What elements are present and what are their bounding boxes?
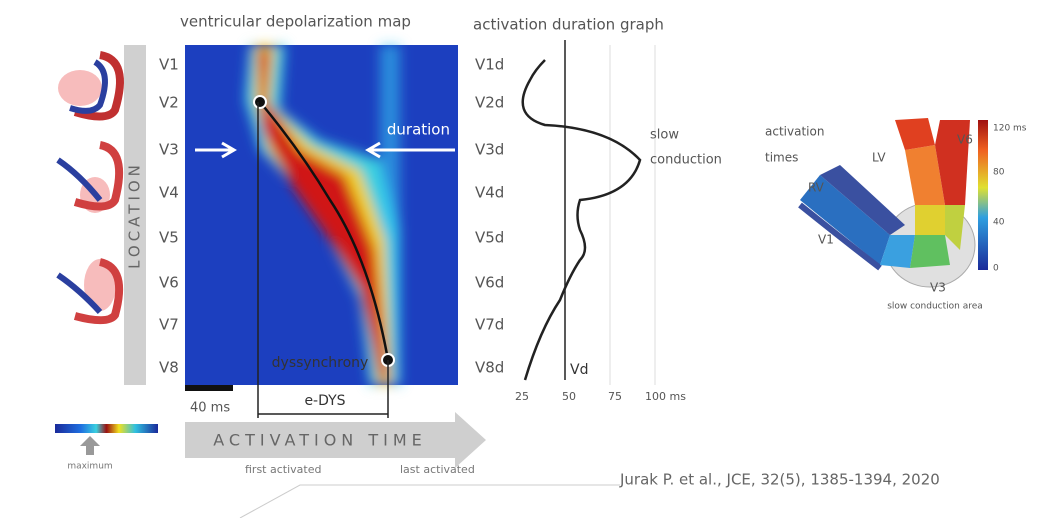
duration-curve (523, 60, 640, 380)
graph-grid (610, 45, 655, 385)
heatmap-title: ventricular depolarization map (180, 13, 411, 31)
legend-arrow (80, 436, 100, 455)
scale-bar (185, 385, 233, 391)
row-label: V2 (159, 94, 179, 112)
colorbar-tick: 40 (993, 218, 1005, 228)
heart-label: LV (872, 151, 886, 165)
citation: Jurak P. et al., JCE, 32(5), 1385-1394, … (619, 471, 940, 489)
location-label: LOCATION (126, 161, 144, 269)
last-label: last activated (400, 463, 475, 476)
heart-label: V3 (930, 281, 946, 295)
heatmap (185, 45, 458, 385)
slow-label: slow (650, 128, 679, 143)
scale-label: 40 ms (190, 401, 230, 416)
graph-row-label: V3d (475, 141, 504, 159)
graph-row-label: V2d (475, 94, 504, 112)
graph-row-label: V8d (475, 359, 504, 377)
graph-row-label: V5d (475, 229, 504, 247)
heart-title-2: times (765, 151, 798, 165)
heart-title-1: activation (765, 125, 824, 139)
heart-label: V1 (818, 233, 834, 247)
legend-label: maximum (67, 462, 112, 472)
row-label: V3 (159, 141, 179, 159)
row-label: V6 (159, 274, 179, 292)
decor-line (240, 485, 620, 518)
heart-caption: slow conduction area (887, 302, 983, 312)
heart-3d (800, 118, 975, 287)
graph-tick: 75 (608, 390, 622, 403)
vd-label: Vd (570, 362, 588, 378)
heart-label: RV (808, 181, 825, 195)
row-label: V1 (159, 56, 179, 74)
graph-row-label: V6d (475, 274, 504, 292)
row-label: V4 (159, 184, 179, 202)
colorbar-tick: 0 (993, 264, 999, 274)
heart-label: V6 (957, 133, 973, 147)
legend-colorbar (55, 424, 158, 433)
figure: LOCATION ventricular depolarization map … (0, 0, 1049, 518)
heart-icons (58, 55, 120, 320)
duration-label: duration (387, 121, 450, 139)
row-label: V7 (159, 316, 179, 334)
heart-colorbar (978, 120, 988, 270)
edys-label: e-DYS (304, 393, 345, 409)
row-label: V8 (159, 359, 179, 377)
graph-tick: 25 (515, 390, 529, 403)
graph-tick: 50 (562, 390, 576, 403)
time-label: ACTIVATION TIME (213, 431, 427, 450)
graph-row-label: V7d (475, 316, 504, 334)
row-label: V5 (159, 229, 179, 247)
colorbar-tick: 120 ms (993, 124, 1027, 134)
graph-tick: 100 ms (645, 390, 686, 403)
colorbar-tick: 80 (993, 168, 1005, 178)
conduction-label: conduction (650, 153, 722, 168)
first-label: first activated (245, 463, 321, 476)
graph-title: activation duration graph (473, 16, 664, 34)
graph-row-label: V4d (475, 184, 504, 202)
page: { "heatmap": { "title": "ventricular dep… (0, 0, 1049, 518)
graph-row-label: V1d (475, 56, 504, 74)
dyssynchrony-label: dyssynchrony (272, 355, 369, 371)
